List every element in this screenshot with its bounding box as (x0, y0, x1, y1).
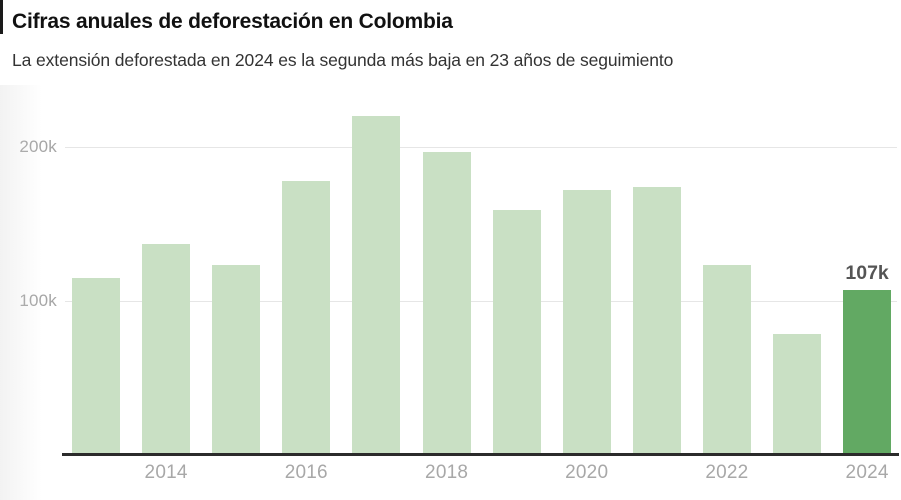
bar-2019[interactable] (492, 209, 541, 454)
left-accent-strip (0, 0, 3, 34)
x-tick-label-2014: 2014 (144, 462, 188, 483)
bar-2021[interactable] (632, 186, 681, 454)
chart-subtitle: La extensión deforestada en 2024 es la s… (12, 50, 674, 70)
bar-2014[interactable] (142, 243, 191, 454)
x-tick-label-2024: 2024 (845, 462, 889, 483)
bar-2022[interactable] (702, 265, 751, 454)
bar-2013[interactable] (72, 277, 120, 454)
highlight-value-label: 107k (845, 261, 889, 284)
x-tick-label-2022: 2022 (705, 462, 749, 483)
bar-2017[interactable] (352, 116, 401, 454)
bar-2024[interactable] (843, 289, 892, 454)
bar-2018[interactable] (422, 151, 471, 454)
x-tick-label-2018: 2018 (425, 462, 469, 483)
x-tick-label-2020: 2020 (565, 462, 609, 483)
chart-title: Cifras anuales de deforestación en Colom… (12, 10, 453, 33)
bar-2023[interactable] (773, 334, 821, 454)
bar-2015[interactable] (212, 265, 261, 454)
x-axis-baseline (62, 453, 899, 456)
gridline-100k (65, 300, 897, 302)
y-tick-label-200k: 200k (19, 137, 57, 156)
x-tick-label-2016: 2016 (284, 462, 328, 483)
y-tick-label-100k: 100k (19, 290, 57, 310)
bar-2016[interactable] (282, 180, 331, 454)
gridline-200k (65, 147, 897, 148)
bar-2020[interactable] (562, 190, 611, 454)
